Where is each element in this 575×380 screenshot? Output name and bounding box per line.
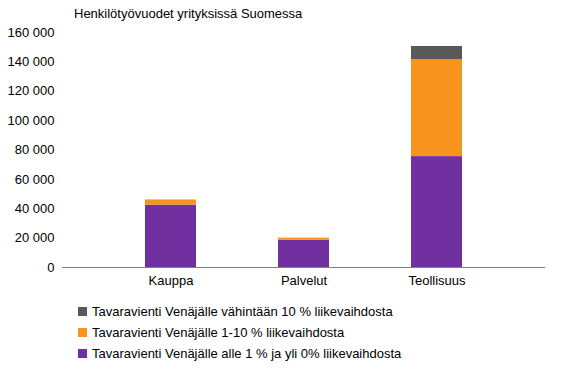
html-text:Tavaravienti Venäjälle 1-10 %: Tavaravienti Venäjälle 1-10 % liikevaihd… — [92, 325, 345, 340]
html-text:Tavaravienti Venäjälle alle 1: Tavaravienti Venäjälle alle 1 % ja yli 0… — [92, 346, 402, 361]
svg-text:Teollisuus: Teollisuus — [408, 273, 466, 288]
svg-text:100 000: 100 000 — [8, 113, 55, 128]
svg-text:60 000: 60 000 — [15, 172, 55, 187]
svg-text:120 000: 120 000 — [8, 83, 55, 98]
svg-text:160 000: 160 000 — [8, 25, 55, 40]
svg-text:20 000: 20 000 — [15, 230, 55, 245]
svg-text:140 000: 140 000 — [8, 54, 55, 69]
svg-text:40 000: 40 000 — [15, 201, 55, 216]
html-text:Tavaravienti Venäjälle vähintä: Tavaravienti Venäjälle vähintään 10 % li… — [92, 304, 393, 319]
svg-text:Kauppa: Kauppa — [149, 273, 195, 288]
html-text:Henkilötyövuodet yrityksissä S: Henkilötyövuodet yrityksissä Suomessa — [74, 6, 303, 21]
svg-text:80 000: 80 000 — [15, 142, 55, 157]
svg-text:0: 0 — [47, 260, 54, 275]
svg-text:Palvelut: Palvelut — [281, 273, 328, 288]
